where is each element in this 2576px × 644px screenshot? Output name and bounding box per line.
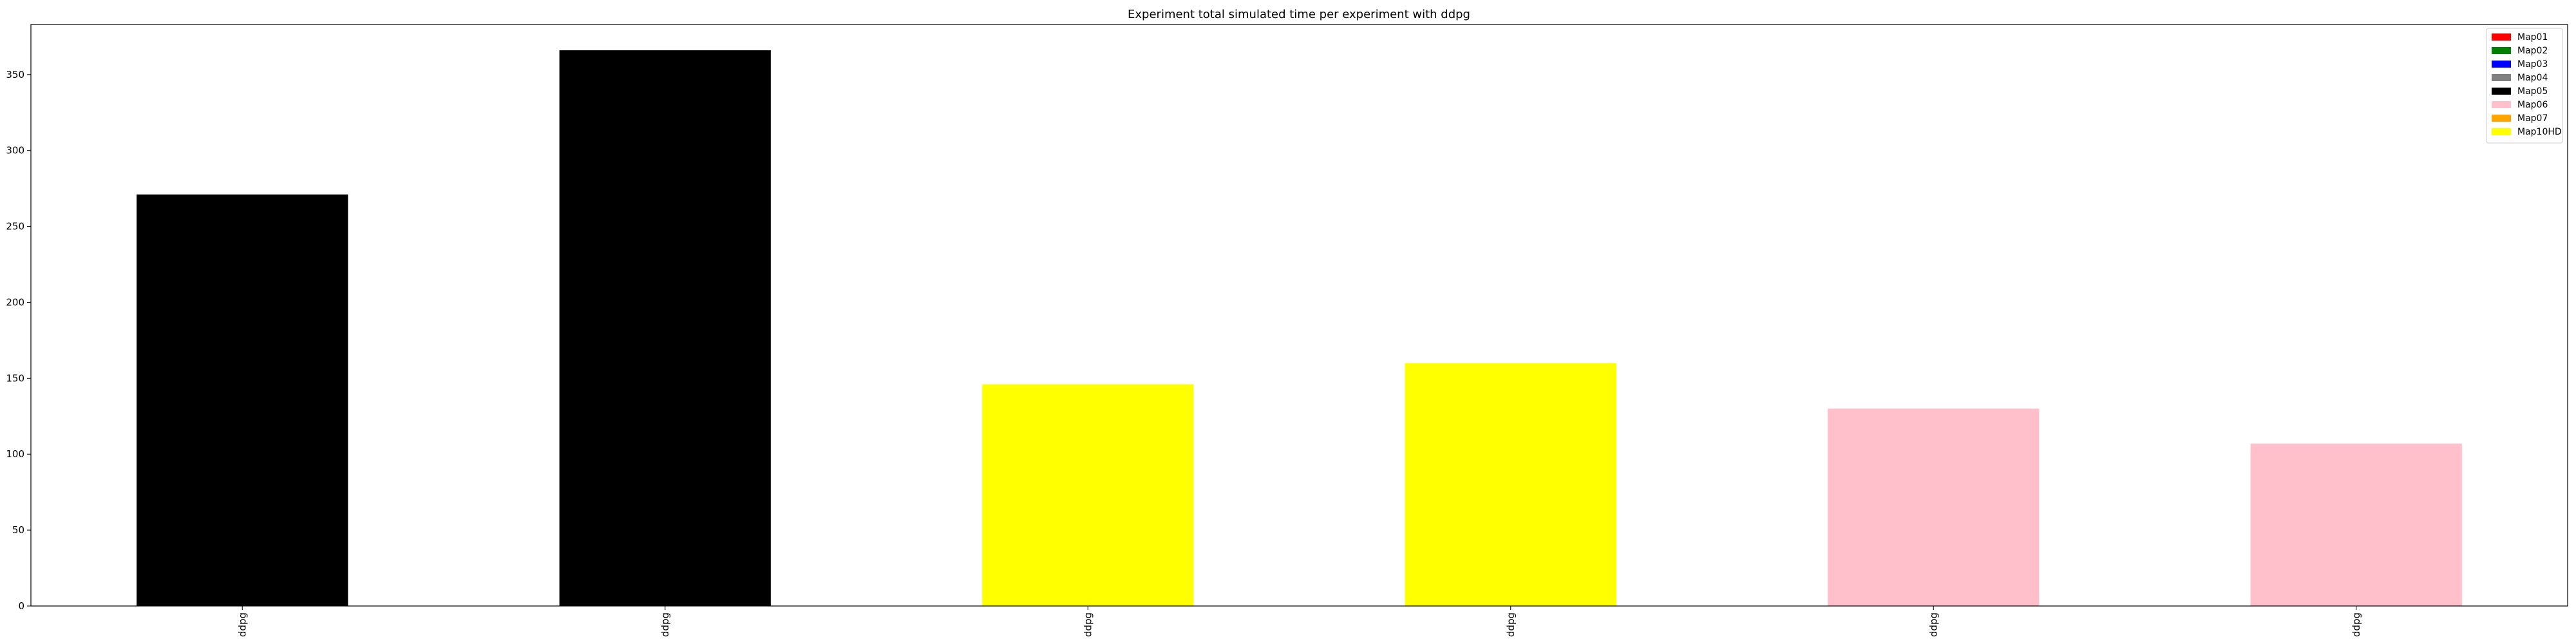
legend-swatch — [2492, 101, 2511, 108]
plot-frame — [30, 24, 2568, 607]
legend-label: Map06 — [2517, 100, 2548, 110]
y-tick-label: 50 — [12, 524, 24, 536]
legend-swatch — [2492, 47, 2511, 54]
y-tick-label: 150 — [6, 372, 24, 384]
legend-label: Map07 — [2517, 113, 2548, 124]
y-tick-label: 100 — [6, 448, 24, 460]
legend: Map01 Map02 Map03 Map04 Map05 Map06 Map07 Map10… — [2486, 28, 2563, 144]
legend-swatch — [2492, 61, 2511, 68]
legend-swatch — [2492, 128, 2511, 135]
bar — [2250, 443, 2462, 606]
bar — [982, 384, 1194, 606]
y-tick-label: 0 — [18, 600, 24, 612]
x-tick-label: ddpg — [659, 612, 671, 637]
legend-label: Map05 — [2517, 86, 2548, 97]
y-tick-label: 350 — [6, 69, 24, 80]
bar — [1405, 363, 1616, 606]
legend-box — [2486, 28, 2563, 144]
y-tick-label: 200 — [6, 296, 24, 308]
legend-label: Map04 — [2517, 73, 2548, 83]
legend-label: Map02 — [2517, 46, 2548, 56]
y-axis: 0 50 100 150 200 250 300 350 — [6, 69, 31, 612]
x-tick-label: ddpg — [1927, 612, 1939, 637]
legend-label: Map10HD — [2517, 127, 2562, 137]
bar — [1828, 408, 2040, 606]
legend-label: Map03 — [2517, 59, 2548, 70]
bar — [559, 50, 771, 607]
legend-swatch — [2492, 88, 2511, 95]
chart-title: Experiment total simulated time per expe… — [1128, 8, 1470, 21]
x-tick-label: ddpg — [236, 612, 248, 637]
legend-swatch — [2492, 33, 2511, 41]
x-tick-label: ddpg — [2351, 612, 2362, 637]
y-tick-label: 300 — [6, 145, 24, 156]
x-axis: ddpg ddpg ddpg ddpg ddpg ddpg — [236, 606, 2362, 637]
y-tick-label: 250 — [6, 221, 24, 232]
legend-label: Map01 — [2517, 32, 2548, 43]
bar — [137, 194, 348, 607]
legend-swatch — [2492, 115, 2511, 122]
legend-swatch — [2492, 74, 2511, 81]
bars — [137, 50, 2462, 607]
x-tick-label: ddpg — [1082, 612, 1094, 637]
x-tick-label: ddpg — [1505, 612, 1517, 637]
